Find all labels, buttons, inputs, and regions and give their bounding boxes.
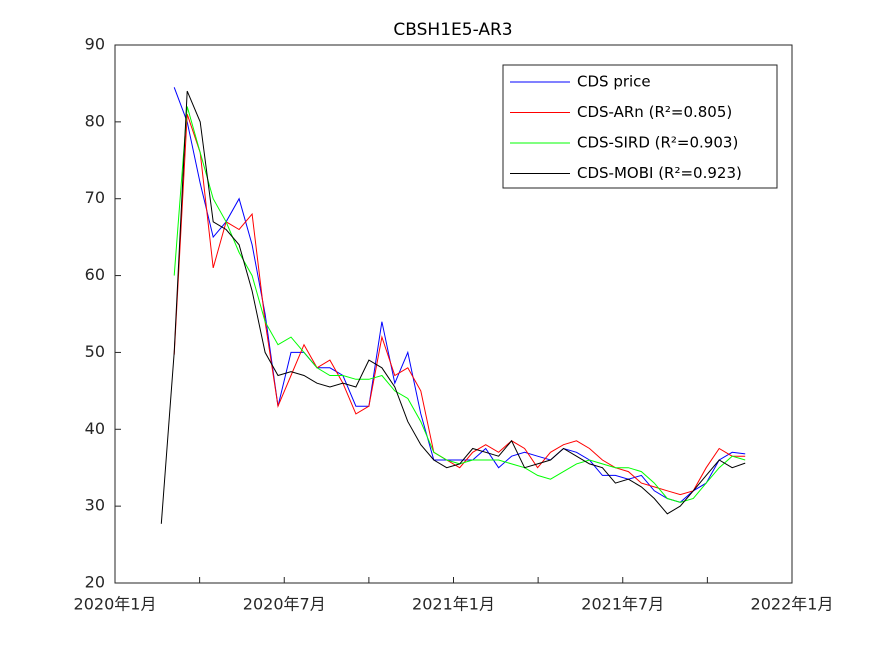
x-tick-label: 2021年1月 (412, 595, 495, 614)
series-line (173, 114, 746, 496)
x-tick-label: 2021年7月 (581, 595, 664, 614)
chart-title: CBSH1E5-AR3 (393, 20, 512, 40)
y-tick-label: 40 (85, 419, 105, 438)
series-line (160, 90, 746, 524)
y-tick-label: 50 (85, 342, 105, 361)
x-tick-label: 2020年1月 (74, 595, 157, 614)
x-tick-label: 2020年7月 (243, 595, 326, 614)
legend-box (502, 64, 778, 189)
y-tick-label: 30 (85, 496, 105, 515)
legend-label: CDS-ARn (R²=0.805) (577, 103, 732, 121)
y-tick-label: 70 (85, 188, 105, 207)
y-tick-label: 60 (85, 265, 105, 284)
legend-label: CDS-MOBI (R²=0.923) (577, 164, 742, 182)
legend-label: CDS price (577, 73, 651, 91)
x-tick-label: 2022年1月 (751, 595, 834, 614)
y-tick-label: 80 (85, 111, 105, 130)
y-tick-label: 90 (85, 35, 105, 54)
legend-label: CDS-SIRD (R²=0.903) (577, 134, 738, 152)
y-tick-label: 20 (85, 573, 105, 592)
